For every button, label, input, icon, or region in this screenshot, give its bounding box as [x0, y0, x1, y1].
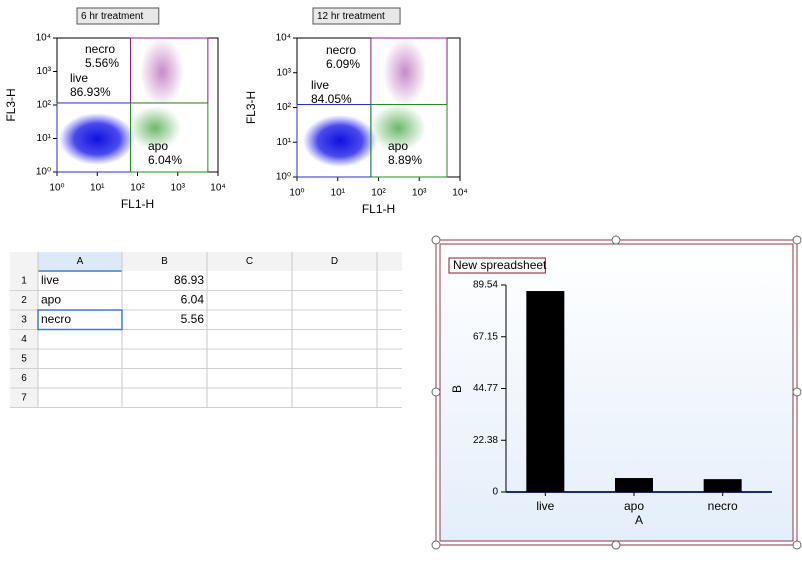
row-number[interactable]: 6: [21, 373, 27, 384]
event-density: [59, 38, 427, 167]
gate-name: live: [70, 71, 88, 85]
cell[interactable]: necro: [41, 312, 71, 326]
y-tick-label: 10¹: [277, 137, 292, 148]
cell[interactable]: 6.04: [181, 292, 205, 306]
cloud: [129, 106, 181, 150]
active-cell: [37, 309, 123, 331]
bar-chart[interactable]: New spreadsheet 0 22.38 44.77 67.15 89.54 live…: [431, 235, 802, 550]
cloud: [303, 115, 377, 167]
x-tick-label: 10⁴: [210, 183, 225, 194]
resize-handle[interactable]: [611, 235, 621, 245]
row-number[interactable]: 1: [21, 275, 27, 286]
gate-name: necro: [85, 42, 115, 56]
y-tick-label: 10²: [37, 100, 52, 111]
gate[interactable]: [370, 103, 448, 178]
gate-percent: 84.05%: [311, 92, 352, 106]
bar[interactable]: [615, 478, 653, 492]
gate-name: apo: [388, 139, 408, 153]
title-box: [312, 7, 401, 25]
x-axis-label: FL1-H: [121, 197, 154, 211]
y-axis-label: FL3-H: [244, 91, 258, 124]
gate[interactable]: [129, 102, 209, 173]
x-tick-label: 10⁰: [289, 188, 304, 199]
cloud: [370, 104, 426, 152]
cloud: [140, 38, 184, 106]
resize-handle[interactable]: [792, 540, 802, 550]
x-tick-label: 10²: [130, 183, 145, 194]
gate-percent: 5.56%: [85, 56, 119, 70]
column-header[interactable]: C: [246, 256, 253, 267]
cloud: [383, 38, 427, 106]
bar[interactable]: [526, 291, 565, 492]
title-box: [76, 7, 160, 25]
resize-handle[interactable]: [431, 387, 441, 397]
gate-percent: 6.09%: [326, 57, 360, 71]
x-tick-label: apo: [624, 499, 644, 513]
gate-name: apo: [148, 139, 168, 153]
selected-column-header: [38, 252, 122, 271]
y-axis-label: B: [450, 385, 464, 393]
chart-title: New spreadsheet: [453, 258, 547, 272]
cell[interactable]: 86.93: [174, 273, 204, 287]
y-tick-label: 10⁴: [276, 33, 291, 44]
row-header: [10, 271, 38, 408]
chart-title-box: [448, 257, 546, 274]
y-tick-label: 10⁰: [36, 167, 51, 178]
x-tick-label: 10³: [412, 188, 427, 199]
resize-handle[interactable]: [792, 387, 802, 397]
x-tick-label: 10²: [371, 188, 386, 199]
y-tick-label: 0: [492, 487, 498, 498]
cell[interactable]: 5.56: [181, 312, 205, 326]
gate-percent: 6.04%: [148, 153, 182, 167]
resize-handle[interactable]: [431, 540, 441, 550]
bar[interactable]: [703, 479, 742, 492]
resize-handle[interactable]: [611, 540, 621, 550]
row-number[interactable]: 3: [21, 314, 27, 325]
row-number[interactable]: 5: [21, 353, 27, 364]
y-tick-label: 44.77: [473, 383, 498, 394]
x-tick-label: 10¹: [331, 188, 346, 199]
x-axis-label: A: [635, 513, 643, 527]
resize-handle[interactable]: [792, 235, 802, 245]
y-axis-label: FL3-H: [4, 88, 18, 121]
x-tick-label: 10⁴: [452, 188, 467, 199]
column-header[interactable]: A: [77, 256, 84, 267]
y-tick-label: 22.38: [473, 435, 498, 446]
y-tick-label: 10³: [37, 66, 52, 77]
x-axis-label: FL1-H: [362, 202, 395, 216]
x-tick-label: live: [536, 499, 554, 513]
resize-handle[interactable]: [431, 235, 441, 245]
cell[interactable]: live: [41, 273, 59, 287]
flow-plots: 6 hr treatment 10⁰ 10¹ 10² 10³ 10⁴ 10⁰ 10¹ 10² 10…: [4, 7, 468, 216]
cell[interactable]: apo: [41, 292, 61, 306]
x-tick-label: 10¹: [90, 183, 105, 194]
gate-percent: 8.89%: [388, 153, 422, 167]
y-tick-label: 67.15: [473, 331, 498, 342]
gate-percent: 86.93%: [70, 85, 111, 99]
x-tick-label: necro: [708, 499, 738, 513]
plot-title: 6 hr treatment: [81, 11, 143, 22]
row-number[interactable]: 4: [21, 334, 27, 345]
x-tick-label: 10⁰: [49, 183, 64, 194]
y-tick-label: 89.54: [473, 280, 498, 291]
cloud: [59, 113, 135, 165]
gate-name: live: [311, 78, 329, 92]
y-tick-label: 10²: [277, 102, 292, 113]
row-number[interactable]: 2: [21, 295, 27, 306]
plot-title: 12 hr treatment: [317, 11, 385, 22]
y-tick-label: 10³: [277, 67, 292, 78]
spreadsheet[interactable]: A B C D 1 2 3 4 5 6 7 live 86.93 apo 6.04 necro 5.56: [10, 252, 402, 408]
y-tick-label: 10⁰: [276, 172, 291, 183]
y-tick-label: 10¹: [37, 133, 52, 144]
row-number[interactable]: 7: [21, 392, 27, 403]
x-tick-label: 10³: [171, 183, 186, 194]
column-header[interactable]: B: [161, 256, 168, 267]
column-header[interactable]: D: [331, 256, 338, 267]
gate-name: necro: [326, 43, 356, 57]
y-tick-label: 10⁴: [36, 33, 51, 44]
